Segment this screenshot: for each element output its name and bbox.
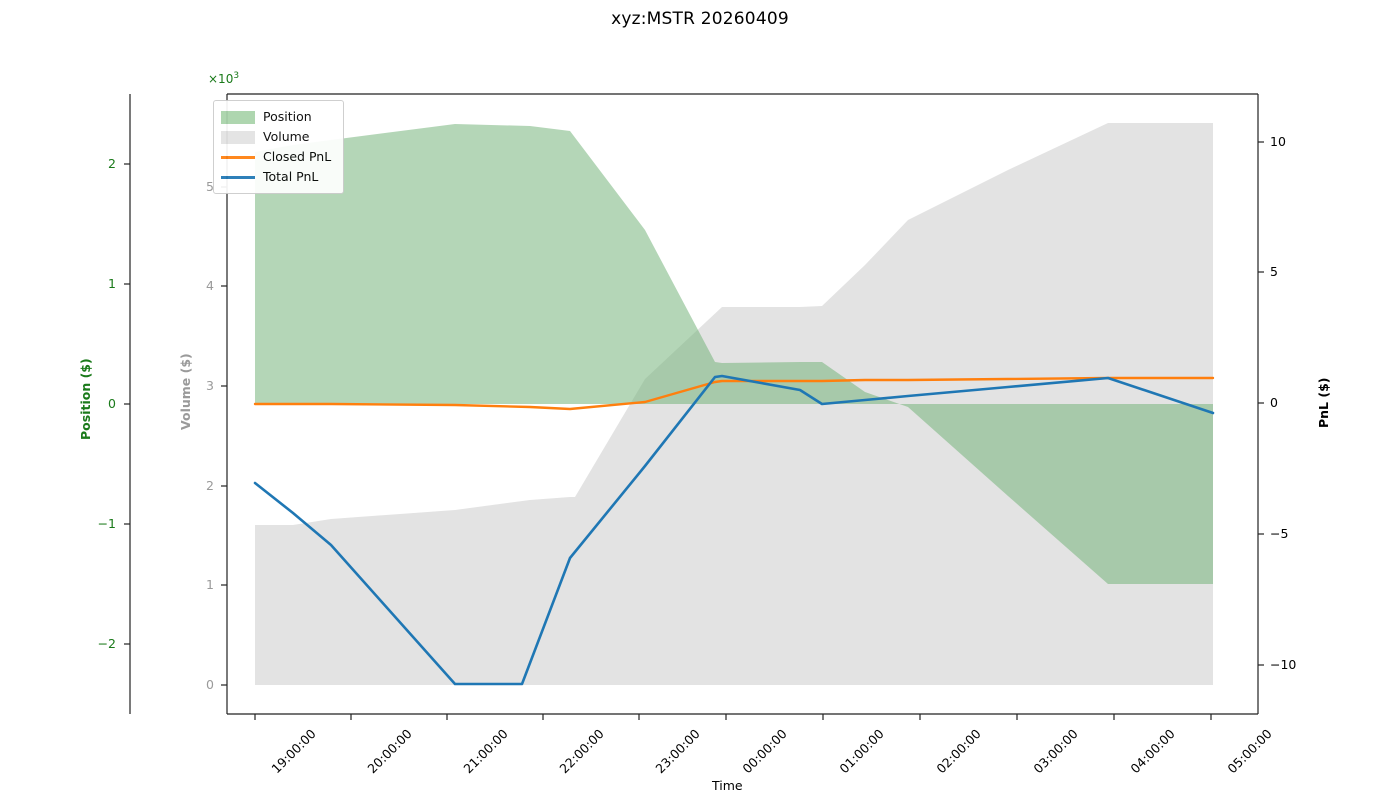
volume-tick-label-2: 2: [206, 478, 214, 493]
x-axis-ticks: [254, 714, 1212, 720]
pnl-tick-label-0: 0: [1270, 395, 1278, 410]
volume-tick-label-1: 1: [206, 577, 214, 592]
figure-title: xyz:MSTR 20260409: [611, 9, 789, 29]
legend-item-volume[interactable]: Volume: [221, 127, 336, 147]
legend-line-total-pnl: [221, 175, 255, 179]
x-axis-title: Time: [712, 778, 743, 793]
pnl-tick-label-10: 10: [1270, 134, 1286, 149]
legend-label-volume: Volume: [263, 129, 310, 144]
total-pnl-line-series: [253, 374, 1215, 686]
legend-line-closed-pnl: [221, 155, 255, 159]
volume-tick-label-0: 0: [206, 677, 214, 692]
position-axis-offset-exponent: 3: [233, 71, 240, 81]
position-tick-label-2: 2: [108, 156, 116, 171]
volume-tick-label-3: 3: [206, 378, 214, 393]
legend-swatch-position: [221, 110, 255, 124]
volume-tick-label-4: 4: [206, 278, 214, 293]
position-axis-offset-base: ×10: [208, 72, 234, 86]
pnl-tick-label-neg10: −10: [1270, 657, 1297, 672]
position-tick-label-0: 0: [108, 396, 116, 411]
pnl-axis-title: PnL ($): [1316, 377, 1331, 428]
position-tick-label-1: 1: [108, 276, 116, 291]
legend-item-total-pnl[interactable]: Total PnL: [221, 167, 336, 187]
volume-tick-label-5: 5: [206, 179, 214, 194]
position-tick-label-neg1: −1: [97, 516, 116, 531]
pnl-tick-label-neg5: −5: [1270, 526, 1289, 541]
chart-legend[interactable]: Position Volume Closed PnL Total PnL: [213, 100, 344, 194]
pnl-tick-label-5: 5: [1270, 264, 1278, 279]
legend-item-position[interactable]: Position: [221, 107, 336, 127]
legend-swatch-volume: [221, 130, 255, 144]
position-tick-label-neg2: −2: [97, 636, 116, 651]
legend-label-position: Position: [263, 109, 312, 124]
position-axis-spine-group: [124, 94, 131, 714]
legend-label-closed-pnl: Closed PnL: [263, 149, 332, 164]
position-axis-offset-text: ×103: [208, 71, 239, 86]
plot-frame: [227, 93, 1264, 715]
legend-label-total-pnl: Total PnL: [263, 169, 319, 184]
closed-pnl-line-series: [253, 376, 1215, 411]
position-area-series: [255, 124, 1213, 584]
legend-item-closed-pnl[interactable]: Closed PnL: [221, 147, 336, 167]
